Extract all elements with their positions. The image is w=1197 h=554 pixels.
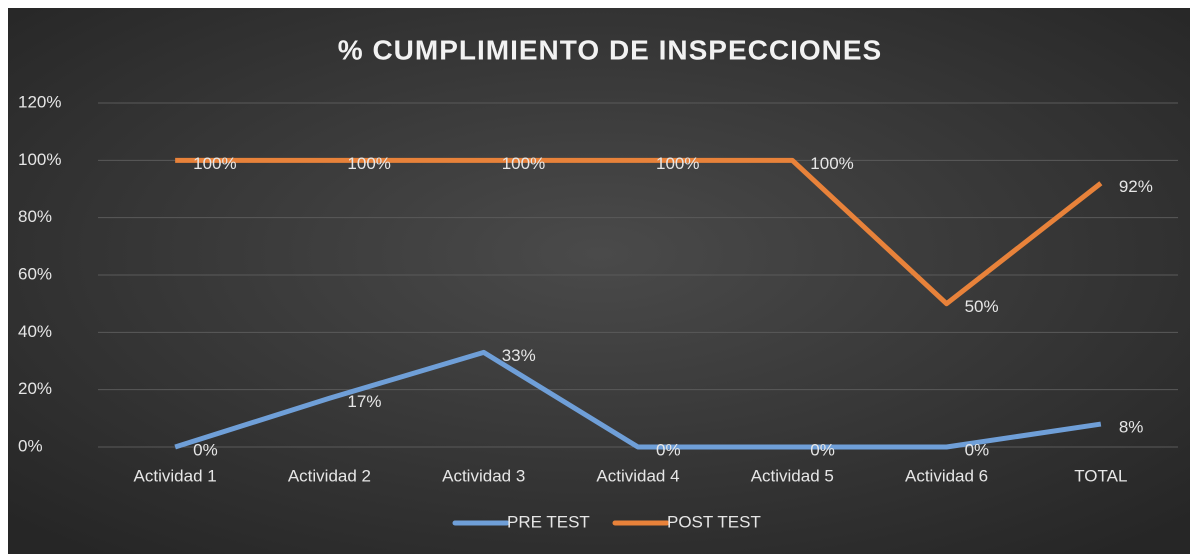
- data-label: 0%: [810, 440, 835, 459]
- line-series: [175, 157, 1103, 307]
- y-tick-label: 20%: [18, 379, 52, 398]
- legend-label: PRE TEST: [507, 512, 590, 531]
- data-label: 100%: [347, 154, 390, 173]
- data-label: 92%: [1119, 177, 1153, 196]
- y-tick-label: 60%: [18, 264, 52, 283]
- data-label: 0%: [656, 440, 681, 459]
- data-label: 100%: [810, 154, 853, 173]
- data-label: 100%: [656, 154, 699, 173]
- data-label: 50%: [965, 297, 999, 316]
- x-tick-label: Actividad 1: [134, 466, 217, 485]
- y-tick-label: 0%: [18, 436, 43, 455]
- y-tick-label: 120%: [18, 92, 61, 111]
- data-label: 100%: [502, 154, 545, 173]
- data-label: 8%: [1119, 418, 1144, 437]
- line-series: [174, 349, 1102, 450]
- data-label: 100%: [193, 154, 236, 173]
- y-tick-label: 100%: [18, 150, 61, 169]
- x-tick-label: Actividad 4: [596, 466, 679, 485]
- legend-label: POST TEST: [667, 512, 761, 531]
- x-tick-label: Actividad 2: [288, 466, 371, 485]
- background: [8, 8, 1190, 554]
- y-tick-label: 80%: [18, 207, 52, 226]
- data-label: 33%: [502, 346, 536, 365]
- x-tick-label: Actividad 5: [751, 466, 834, 485]
- chart-title: % CUMPLIMIENTO DE INSPECCIONES: [338, 34, 882, 65]
- y-tick-label: 40%: [18, 322, 52, 341]
- data-label: 17%: [347, 392, 381, 411]
- x-tick-label: Actividad 3: [442, 466, 525, 485]
- x-tick-label: Actividad 6: [905, 466, 988, 485]
- x-tick-label: TOTAL: [1074, 466, 1127, 485]
- data-label: 0%: [193, 440, 218, 459]
- data-label: 0%: [965, 440, 990, 459]
